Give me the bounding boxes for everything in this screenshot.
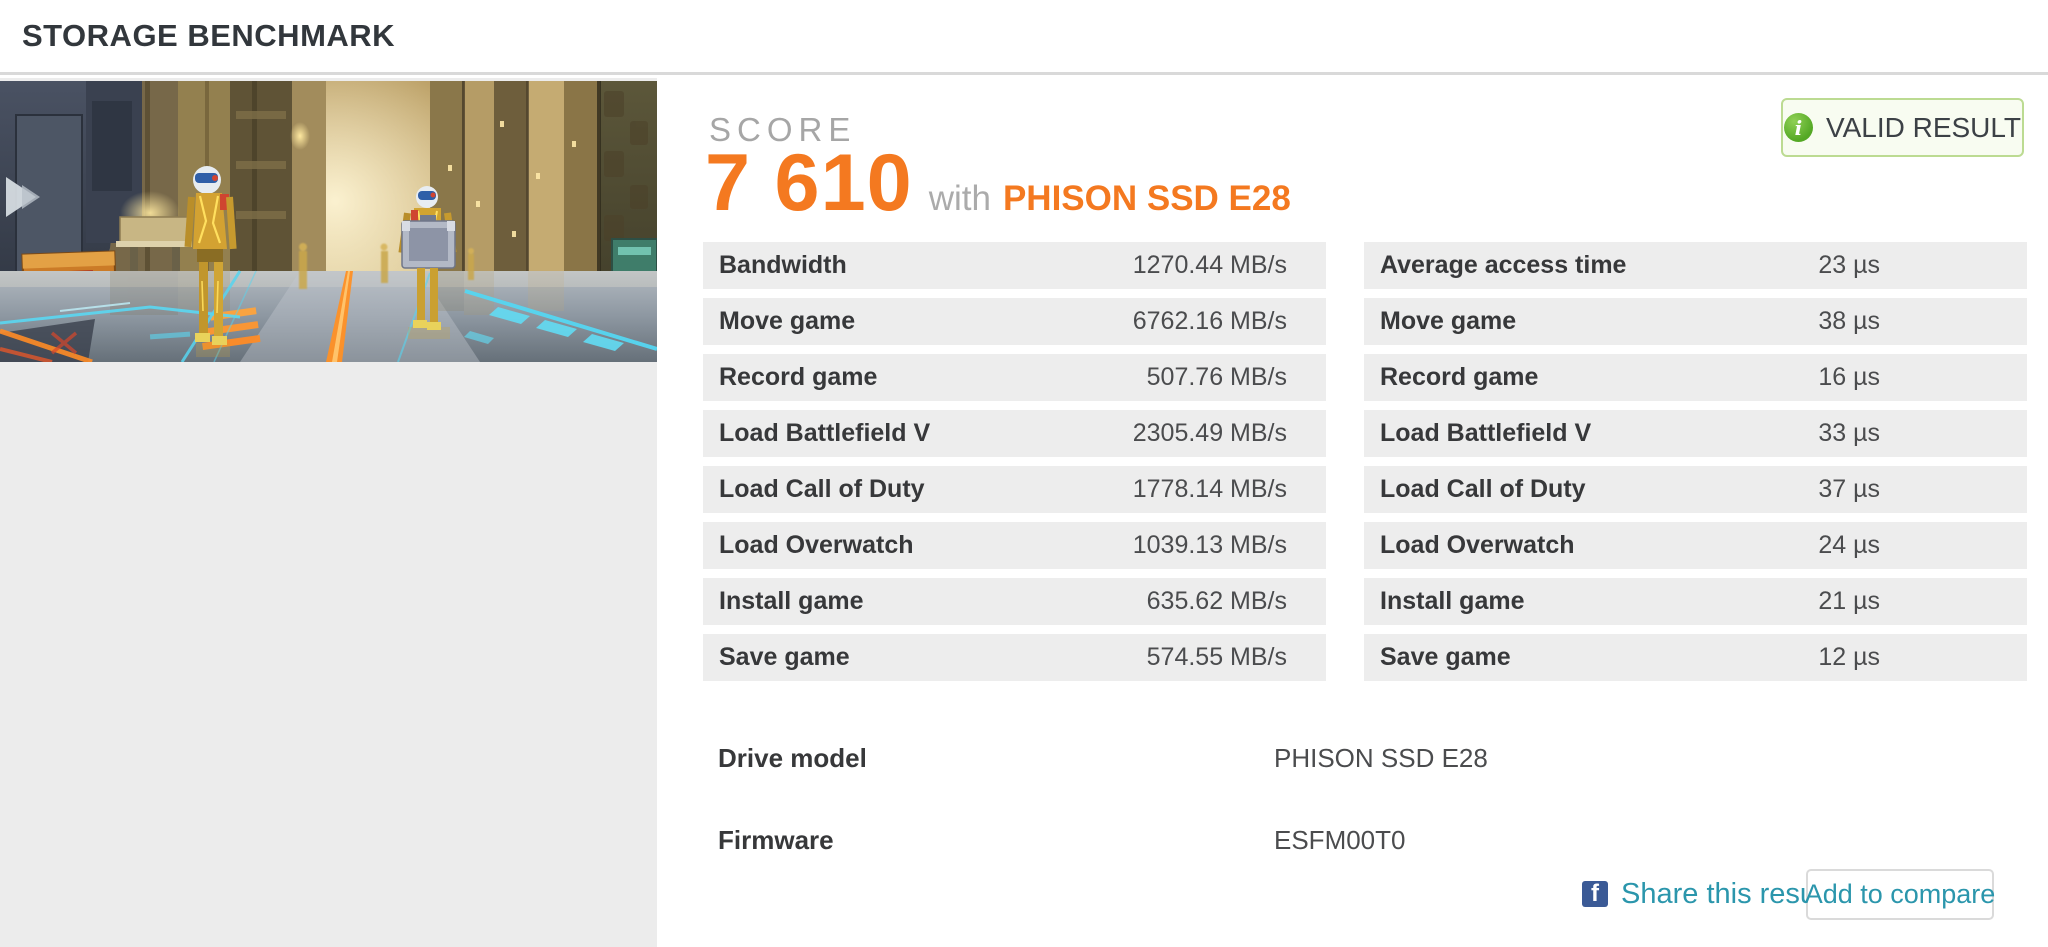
result-main: SCORE 7 610 with PHISON SSD E28 i VALID …	[703, 81, 2048, 947]
row-label: Record game	[1380, 363, 1539, 391]
row-label: Move game	[1380, 307, 1517, 335]
info-icon: i	[1783, 113, 1813, 142]
table-row: Average access time 23 µs	[1364, 242, 2027, 289]
row-value: 6762.16 MB/s	[1132, 307, 1287, 335]
row-label: Load Battlefield V	[719, 419, 931, 447]
row-label: Load Battlefield V	[1380, 419, 1592, 447]
table-row: Record game 507.76 MB/s	[703, 354, 1326, 401]
table-row: Load Battlefield V 33 µs	[1364, 410, 2027, 457]
table-row: Load Overwatch 1039.13 MB/s	[703, 522, 1326, 569]
table-row: Install game 21 µs	[1364, 578, 2027, 625]
add-to-compare-button[interactable]: Add to compare	[1804, 869, 1996, 920]
table-row: Bandwidth 1270.44 MB/s	[703, 242, 1326, 289]
page-title: STORAGE BENCHMARK	[22, 18, 396, 53]
score-with-text: with	[928, 179, 991, 218]
score-line: 7 610 with PHISON SSD E28	[705, 137, 1291, 230]
row-label: Save game	[1380, 643, 1511, 671]
table-row: Load Overwatch 24 µs	[1364, 522, 2027, 569]
share-result-label: Share this result	[1621, 877, 1831, 910]
table-row: Move game 38 µs	[1364, 298, 2027, 345]
table-row: Load Call of Duty 37 µs	[1364, 466, 2027, 513]
row-label: Record game	[719, 363, 878, 391]
table-row: Save game 574.55 MB/s	[703, 634, 1326, 681]
row-label: Install game	[1380, 587, 1525, 615]
table-row: Save game 12 µs	[1364, 634, 2027, 681]
table-row: Install game 635.62 MB/s	[703, 578, 1326, 625]
row-value: 1270.44 MB/s	[1132, 251, 1287, 279]
share-result-link[interactable]: f Share this result	[1582, 878, 1831, 910]
row-label: Average access time	[1380, 251, 1627, 279]
bandwidth-table: Bandwidth 1270.44 MB/s Move game 6762.16…	[703, 242, 1326, 690]
facebook-icon: f	[1582, 881, 1608, 907]
table-row: Load Battlefield V 2305.49 MB/s	[703, 410, 1326, 457]
detail-value: ESFM00T0	[1274, 825, 1406, 855]
row-label: Load Overwatch	[719, 531, 914, 559]
row-value: 2305.49 MB/s	[1132, 419, 1287, 447]
row-label: Load Call of Duty	[1380, 475, 1586, 503]
row-value: 635.62 MB/s	[1146, 587, 1287, 615]
benchmark-artwork	[0, 81, 657, 362]
row-value: 24 µs	[1818, 531, 1880, 559]
row-label: Bandwidth	[719, 251, 847, 279]
table-row: Move game 6762.16 MB/s	[703, 298, 1326, 345]
row-value: 507.76 MB/s	[1146, 363, 1287, 391]
access-time-table: Average access time 23 µs Move game 38 µ…	[1364, 242, 2027, 690]
row-label: Install game	[719, 587, 864, 615]
table-row: Record game 16 µs	[1364, 354, 2027, 401]
header: STORAGE BENCHMARK	[0, 0, 2048, 75]
row-value: 574.55 MB/s	[1146, 643, 1287, 671]
row-value: 16 µs	[1818, 363, 1880, 391]
score-device-name: PHISON SSD E28	[1002, 179, 1291, 218]
row-value: 1039.13 MB/s	[1132, 531, 1287, 559]
row-value: 12 µs	[1818, 643, 1880, 671]
row-label: Load Call of Duty	[719, 475, 925, 503]
valid-result-label: VALID RESULT	[1825, 111, 2021, 143]
row-label: Save game	[719, 643, 850, 671]
score-label: SCORE	[709, 111, 857, 148]
row-value: 38 µs	[1818, 307, 1880, 335]
detail-label: Drive model	[718, 743, 867, 773]
row-label: Load Overwatch	[1380, 531, 1575, 559]
row-value: 21 µs	[1818, 587, 1880, 615]
row-value: 1778.14 MB/s	[1132, 475, 1287, 503]
table-row: Load Call of Duty 1778.14 MB/s	[703, 466, 1326, 513]
detail-label: Firmware	[718, 825, 834, 855]
valid-result-badge[interactable]: i VALID RESULT	[1781, 98, 2024, 157]
row-value: 23 µs	[1818, 251, 1880, 279]
score-value: 7 610	[705, 138, 913, 228]
add-to-compare-label: Add to compare	[1804, 879, 1996, 909]
row-label: Move game	[719, 307, 856, 335]
detail-value: PHISON SSD E28	[1274, 743, 1488, 773]
row-value: 33 µs	[1818, 419, 1880, 447]
left-panel	[0, 78, 657, 947]
row-value: 37 µs	[1818, 475, 1880, 503]
